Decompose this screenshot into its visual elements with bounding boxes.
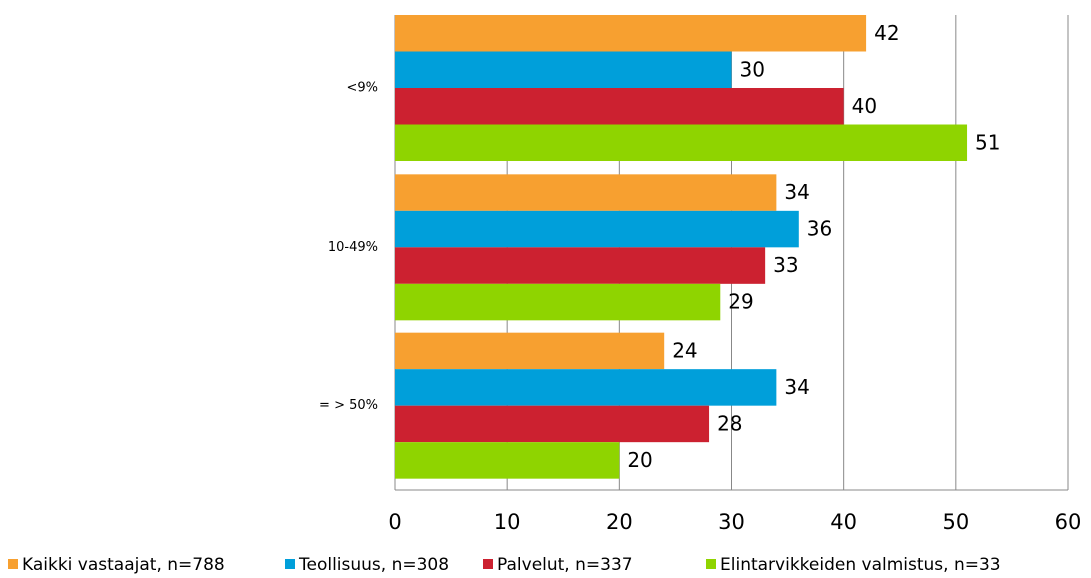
x-tick-label: 10: [494, 510, 521, 534]
value-label: 36: [807, 217, 832, 241]
value-label: 34: [784, 180, 809, 204]
legend-label: Palvelut, n=337: [497, 555, 633, 575]
legend-swatch: [483, 559, 493, 569]
bar: [395, 174, 777, 211]
bar: [395, 210, 799, 248]
y-tick-label: 10-49%: [328, 240, 378, 255]
value-label: 24: [672, 338, 697, 362]
legend-label: Elintarvikkeiden valmistus, n=33: [720, 555, 1001, 575]
bar: [395, 124, 968, 161]
y-tick-label: = > 50%: [319, 398, 378, 413]
bar: [395, 88, 844, 125]
legend-label: Teollisuus, n=308: [298, 555, 449, 575]
bar: [395, 247, 766, 284]
y-tick-label: <9%: [346, 81, 378, 96]
value-label: 42: [874, 21, 899, 45]
value-label: 28: [717, 411, 742, 435]
value-label: 34: [784, 375, 809, 399]
x-tick-label: 50: [942, 510, 969, 534]
bar: [395, 332, 665, 370]
bar: [395, 442, 620, 479]
value-label: 29: [728, 290, 753, 314]
x-tick-label: 0: [388, 510, 401, 534]
value-label: 51: [975, 130, 1000, 154]
x-tick-label: 30: [718, 510, 745, 534]
value-label: 30: [740, 57, 765, 81]
value-label: 33: [773, 253, 798, 277]
legend-label: Kaikki vastaajat, n=788: [22, 555, 225, 575]
legend-swatch: [706, 559, 716, 569]
x-tick-label: 60: [1055, 510, 1082, 534]
bar: [395, 51, 732, 88]
legend-swatch: [8, 559, 18, 569]
bar: [395, 15, 867, 52]
x-tick-label: 20: [606, 510, 633, 534]
bar: [395, 283, 721, 321]
bar: [395, 405, 710, 443]
bar: [395, 369, 777, 406]
legend-swatch: [285, 559, 295, 569]
value-label: 20: [627, 448, 652, 472]
x-tick-label: 40: [830, 510, 857, 534]
value-label: 40: [852, 94, 877, 118]
